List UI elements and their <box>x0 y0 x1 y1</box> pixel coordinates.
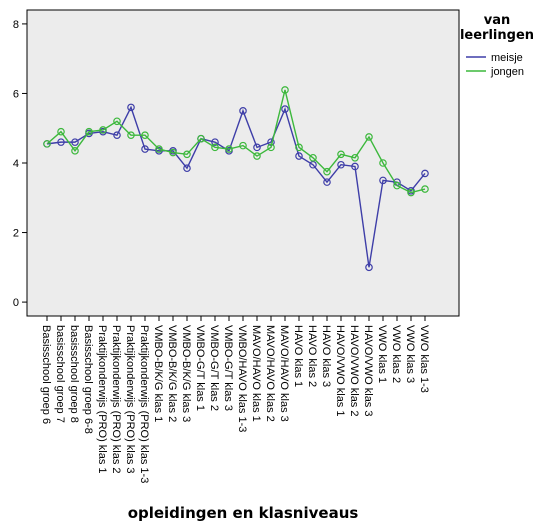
x-tick-label: Basisschool groep 6-8 <box>82 325 94 434</box>
x-tick-label: VMBO-G/T klas 2 <box>208 325 220 411</box>
data-point <box>127 103 135 112</box>
x-tick-label: VMBO-B/K/G klas 3 <box>180 325 192 422</box>
x-tick-label: VWO klas 2 <box>390 325 402 383</box>
data-point <box>379 176 387 185</box>
x-tick-label: MAVO/HAVO klas 3 <box>278 325 290 422</box>
x-tick-label: Praktijkonderwijs (PRO) klas 1 <box>96 325 108 474</box>
data-point <box>197 134 205 143</box>
data-point <box>323 167 331 176</box>
data-point <box>239 141 247 150</box>
data-point <box>99 126 107 134</box>
data-point <box>295 152 303 160</box>
x-tick-label: HAVO/VWO klas 3 <box>362 325 374 416</box>
plot-area <box>26 9 460 317</box>
data-point <box>379 159 387 167</box>
x-tick-label: VMBO-G/T klas 1 <box>194 325 206 411</box>
data-point <box>169 148 177 157</box>
data-point <box>239 107 247 115</box>
data-point <box>225 145 233 153</box>
data-point <box>85 127 93 136</box>
data-point <box>43 140 51 148</box>
x-tick-label: VWO klas 1-3 <box>418 325 430 393</box>
series-line <box>46 105 426 268</box>
data-point <box>57 138 65 146</box>
series-jongen <box>43 86 429 197</box>
data-point <box>155 145 163 153</box>
x-axis: Basisschool groep 6 basisschool groep 7 ba… <box>40 316 430 483</box>
y-tick-label: 2 <box>13 228 19 240</box>
data-point <box>127 131 135 139</box>
y-axis: 0 2 4 6 8 <box>13 19 27 309</box>
y-tick-label: 4 <box>13 158 19 170</box>
x-tick-label: HAVO/VWO klas 1 <box>334 325 346 416</box>
legend-label: jongen <box>490 66 524 78</box>
data-point <box>71 147 79 155</box>
y-tick-label: 6 <box>13 88 19 100</box>
data-point <box>365 263 373 272</box>
data-point <box>71 138 79 146</box>
data-point <box>337 160 345 169</box>
data-point <box>421 169 429 178</box>
x-tick-label: HAVO klas 3 <box>320 325 332 387</box>
data-point <box>281 86 289 94</box>
data-point <box>267 143 275 152</box>
data-point <box>253 152 261 160</box>
x-tick-label: VMBO-G/T klas 3 <box>222 325 234 411</box>
x-tick-label: Basisschool groep 6 <box>40 325 52 424</box>
x-tick-label: VWO klas 3 <box>404 325 416 383</box>
data-point <box>211 138 219 146</box>
data-point <box>407 188 415 197</box>
series-line <box>46 89 426 194</box>
x-tick-label: VMBO-B/K/G klas 2 <box>166 325 178 422</box>
data-point <box>281 105 289 113</box>
data-point <box>141 131 149 139</box>
data-point <box>253 143 261 152</box>
data-point <box>183 150 191 159</box>
y-tick-label: 8 <box>13 19 19 31</box>
x-axis-title: opleidingen en klasniveaus <box>128 504 359 522</box>
data-point <box>337 150 345 159</box>
data-point <box>393 181 401 190</box>
data-point <box>211 143 219 152</box>
data-point <box>421 185 429 193</box>
legend-label: meisje <box>491 52 523 64</box>
x-tick-label: HAVO/VWO klas 2 <box>348 325 360 416</box>
x-tick-label: VMBO/HAVO klas 1-3 <box>236 325 248 432</box>
x-tick-label: VMBO-B/K/G klas 1 <box>152 325 164 422</box>
data-point <box>113 131 121 139</box>
data-point <box>295 143 303 152</box>
series-layer <box>43 86 429 272</box>
data-point <box>183 164 191 173</box>
data-point <box>351 162 359 171</box>
y-tick-label: 0 <box>13 297 19 309</box>
x-tick-label: HAVO klas 1 <box>292 325 304 387</box>
x-tick-label: basisschool groep 7 <box>54 325 66 423</box>
data-point <box>365 133 373 141</box>
x-tick-label: HAVO klas 2 <box>306 325 318 387</box>
x-tick-label: basisschool groep 8 <box>68 325 80 423</box>
x-tick-label: MAVO/HAVO klas 2 <box>264 325 276 422</box>
legend-title: leerlingen <box>460 28 534 43</box>
x-tick-label: Praktijkonderwijs (PRO) klas 2 <box>110 325 122 474</box>
data-point <box>351 153 359 162</box>
data-point <box>309 153 317 162</box>
x-tick-label: Praktijkonderwijs (PRO) klas 3 <box>124 325 136 474</box>
data-point <box>57 127 65 136</box>
x-tick-label: VWO klas 1 <box>376 325 388 383</box>
x-tick-label: MAVO/HAVO klas 1 <box>250 325 262 422</box>
x-tick-label: Praktijkonderwijs (PRO) klas 1-3 <box>138 325 150 483</box>
data-point <box>141 145 149 153</box>
legend-title: van <box>484 13 511 28</box>
data-point <box>323 178 331 186</box>
data-point <box>113 117 121 126</box>
